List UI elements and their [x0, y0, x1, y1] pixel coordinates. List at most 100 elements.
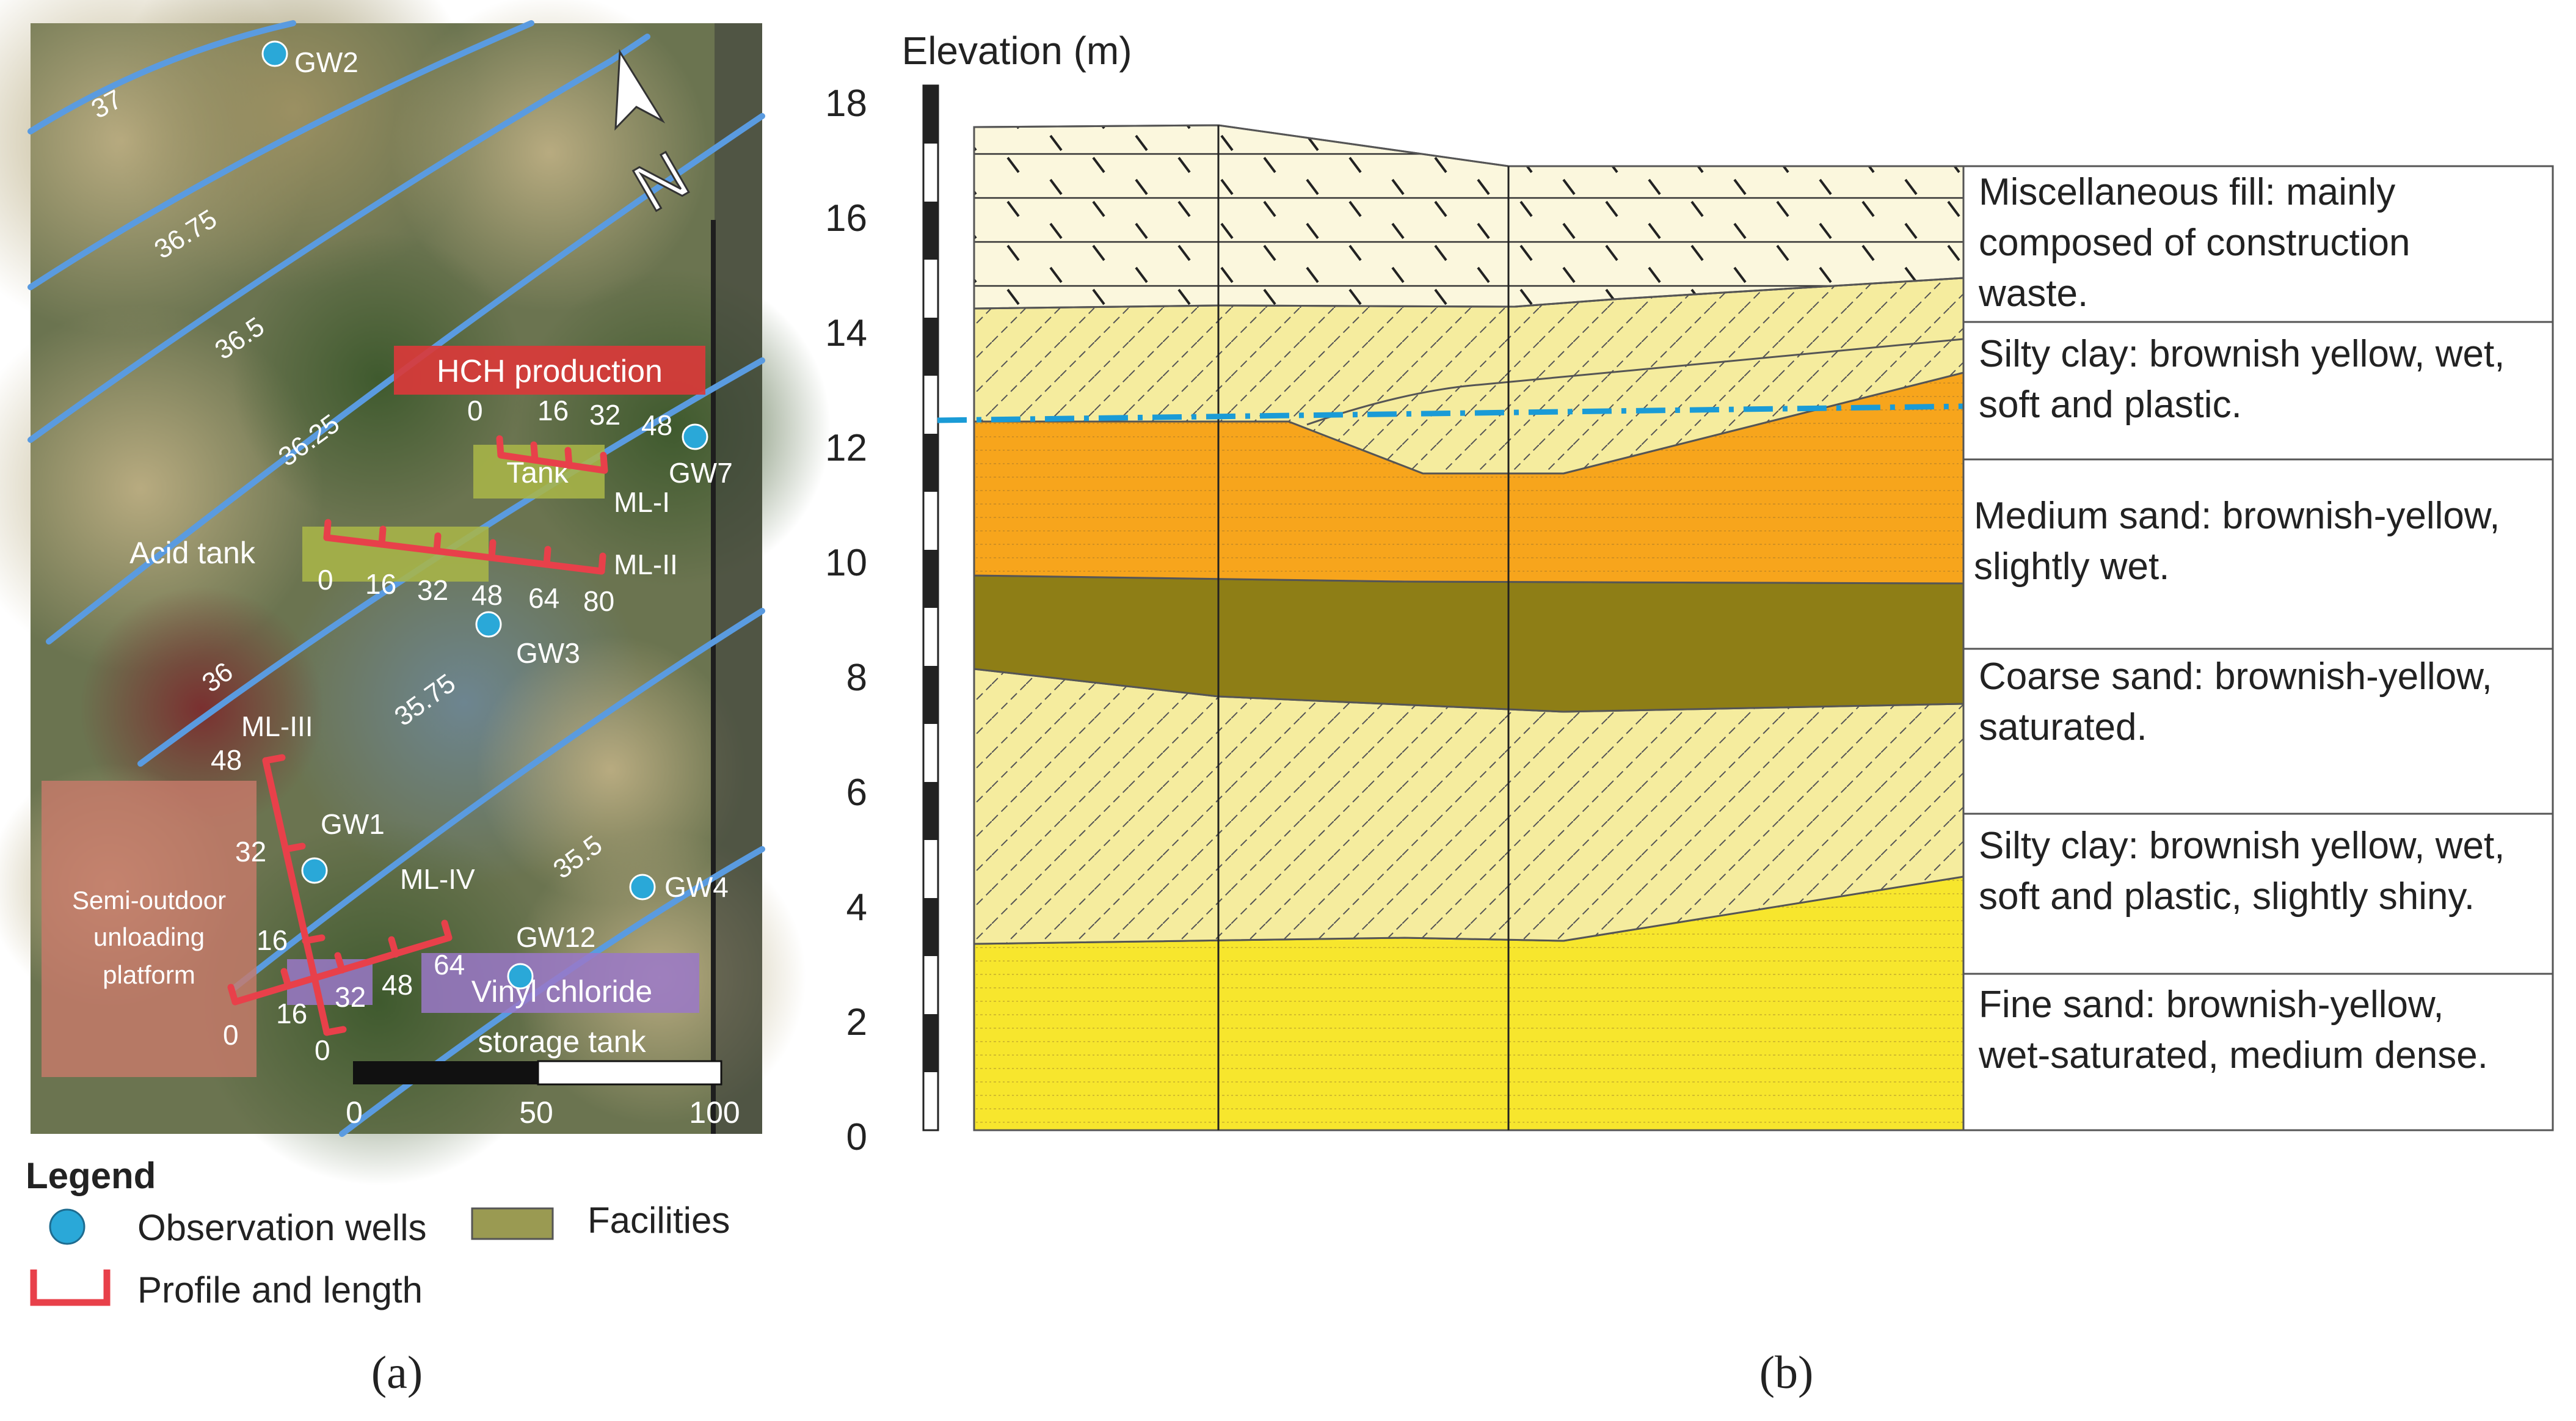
caption-b: (b) — [1759, 1347, 1814, 1398]
well-marker — [261, 40, 288, 67]
elevation-axis-title: Elevation (m) — [902, 29, 1132, 73]
elevation-tick-label: 10 — [825, 542, 867, 584]
well-label: GW12 — [516, 921, 595, 953]
platform-label: Semi-outdoor — [72, 886, 226, 915]
legend-profile-label: Profile and length — [137, 1269, 423, 1310]
legend-title: Legend — [26, 1155, 156, 1196]
scale-label: 0 — [346, 1095, 363, 1130]
legend-facilities-label: Facilities — [588, 1200, 730, 1241]
profile-tick-label: 0 — [467, 395, 483, 426]
contour-line — [27, 20, 534, 290]
profile-ml-i — [497, 451, 608, 474]
description-box — [1962, 458, 2554, 650]
profile-ml-iii-ticks — [262, 754, 347, 1036]
vinyl-chloride-tank — [421, 953, 699, 1013]
profile-tick-label: 32 — [235, 836, 266, 868]
elevation-tick-label: 18 — [825, 82, 867, 125]
layer-text: composed of construction — [1979, 222, 2410, 264]
elevation-tick-label: 0 — [846, 1116, 867, 1158]
profile-ml-ii — [323, 534, 605, 575]
profile-tick-label: 16 — [257, 924, 288, 956]
profile-tick-label: 0 — [318, 564, 333, 596]
profile-tick-label: 32 — [417, 574, 448, 606]
legend-facility-icon — [471, 1207, 554, 1240]
well-marker — [629, 874, 656, 900]
platform-label: unloading — [93, 922, 205, 951]
elevation-tick-label: 14 — [825, 312, 867, 354]
layer-text: soft and plastic. — [1979, 384, 2242, 426]
profile-tick-label: 64 — [434, 949, 465, 981]
scale-bar: 0 50 100 — [346, 1060, 740, 1130]
profile-lines — [227, 435, 608, 1036]
elevation-tick-label: 8 — [846, 657, 867, 699]
platform-area — [42, 781, 257, 1077]
well-label: GW1 — [321, 808, 385, 840]
layer-text: Fine sand: brownish-yellow, — [1979, 984, 2444, 1026]
profile-tick-label: 16 — [537, 395, 569, 426]
well-marker — [507, 963, 534, 990]
profile-labels: ML-I 0 16 32 48 ML-II 0 16 32 48 64 80 M… — [211, 395, 678, 1066]
profile-tick-label: 48 — [471, 579, 503, 611]
observation-wells: GW2 GW7 GW3 GW1 GW4 GW12 — [261, 40, 733, 990]
layer-text: saturated. — [1979, 706, 2147, 748]
profile-tick-label: 64 — [528, 582, 559, 614]
well-label: GW7 — [669, 457, 733, 489]
water-table-line — [937, 403, 1964, 423]
caption-a: (a) — [371, 1347, 423, 1398]
elevation-ticks: 18 16 14 12 10 8 6 4 2 0 — [825, 82, 867, 1158]
hch-production-label: HCH production — [437, 354, 663, 389]
north-arrow-icon — [614, 49, 666, 131]
elevation-tick-label: 6 — [846, 772, 867, 814]
strata — [973, 124, 1965, 1131]
profile-ml-ii-ticks — [323, 519, 606, 575]
legend-well-icon — [49, 1208, 86, 1245]
elevation-tick-label: 12 — [825, 427, 867, 469]
elevation-tick-label: 16 — [825, 197, 867, 239]
profile-ml-i-name: ML-I — [614, 486, 670, 518]
site-map-panel: 37 36.75 36.5 36.25 36 35.75 35.5 Semi-o… — [0, 0, 831, 1185]
vinyl-chloride-label: storage tank — [478, 1025, 646, 1059]
platform-label: platform — [103, 960, 195, 989]
tank-facility — [473, 445, 605, 499]
profile-tick-label: 48 — [211, 744, 242, 776]
profile-tick-label: 0 — [223, 1019, 239, 1051]
hch-production-facility — [394, 346, 705, 395]
profile-ml-iii — [262, 757, 330, 1036]
description-box — [1962, 813, 2554, 975]
profile-ml-iii-name: ML-III — [241, 710, 313, 742]
vinyl-chloride-label: Vinyl chloride — [471, 974, 652, 1009]
profile-tick-label: 48 — [382, 969, 413, 1001]
layer-text: Silty clay: brownish yellow, wet, — [1979, 333, 2505, 375]
ruler-segments — [923, 86, 938, 1072]
layer-text: slightly wet. — [1974, 546, 2169, 588]
profile-tick-label: 80 — [583, 585, 614, 617]
well-marker — [682, 423, 708, 450]
well-marker — [475, 611, 502, 638]
profile-ml-iv-name: ML-IV — [400, 863, 475, 895]
profile-tick-label: 0 — [315, 1034, 330, 1066]
profile-ml-i-ticks — [496, 435, 608, 474]
description-box — [1962, 165, 2554, 323]
layer-text: Miscellaneous fill: mainly — [1979, 171, 2395, 213]
contour-line — [27, 20, 296, 134]
layer-text: Medium sand: brownish-yellow, — [1974, 495, 2500, 537]
profile-ml-iv-ticks — [227, 919, 453, 1006]
well-label: GW3 — [516, 637, 580, 669]
profile-tick-label: 32 — [335, 981, 366, 1013]
description-box — [1962, 321, 2554, 461]
elevation-tick-label: 2 — [846, 1001, 867, 1043]
legend-profile-icon — [30, 1269, 111, 1306]
description-box — [1962, 973, 2554, 1131]
well-label: GW4 — [664, 871, 729, 903]
well-marker — [301, 857, 328, 884]
contour-line — [27, 34, 650, 443]
profile-tick-label: 48 — [641, 409, 672, 441]
layer-text: waste. — [1978, 272, 2088, 315]
elevation-tick-label: 4 — [846, 886, 867, 929]
layer-description-text: Miscellaneous fill: mainly composed of c… — [1974, 171, 2505, 1076]
scale-label: 50 — [519, 1095, 553, 1130]
layer-text: soft and plastic, slightly shiny. — [1979, 875, 2475, 918]
layer-text: Silty clay: brownish yellow, wet, — [1979, 825, 2505, 867]
scale-label: 100 — [689, 1095, 740, 1130]
cross-section-panel: Elevation (m) 18 16 14 12 10 8 6 4 2 0 — [825, 29, 2554, 1158]
